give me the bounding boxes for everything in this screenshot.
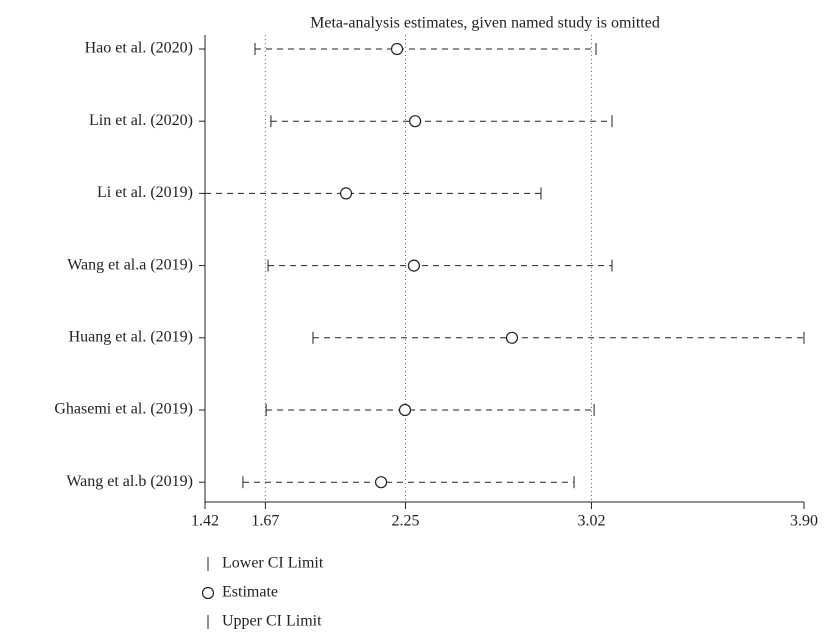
legend-label: Estimate [222,584,278,601]
estimate [374,476,388,489]
y-tick-label: Ghasemi et al. (2019) [54,401,193,418]
legend-label: Upper CI Limit [222,613,322,630]
estimate [409,115,422,128]
chart-title: Meta-analysis estimates, given named stu… [310,15,660,32]
y-tick-label: Wang et al.b (2019) [66,473,193,490]
x-tick-label: 3.02 [577,513,605,530]
y-tick-label: Huang et al. (2019) [69,328,193,345]
legend-marker [201,586,215,600]
x-tick-label: 1.67 [251,513,279,530]
y-tick-label: Wang et al.a (2019) [67,256,193,273]
x-tick-label: 2.25 [391,513,419,530]
x-tick-label: 1.42 [191,513,219,530]
y-tick-label: Hao et al. (2020) [85,40,193,57]
estimate [407,259,421,272]
x-tick-label: 3.90 [790,513,818,530]
y-tick-label: Li et al. (2019) [97,184,193,201]
legend-label: Lower CI Limit [222,555,324,572]
estimate [339,187,353,200]
estimate [398,403,412,417]
estimate [390,42,404,56]
y-tick-label: Lin et al. (2020) [89,112,193,129]
estimate [505,331,519,344]
